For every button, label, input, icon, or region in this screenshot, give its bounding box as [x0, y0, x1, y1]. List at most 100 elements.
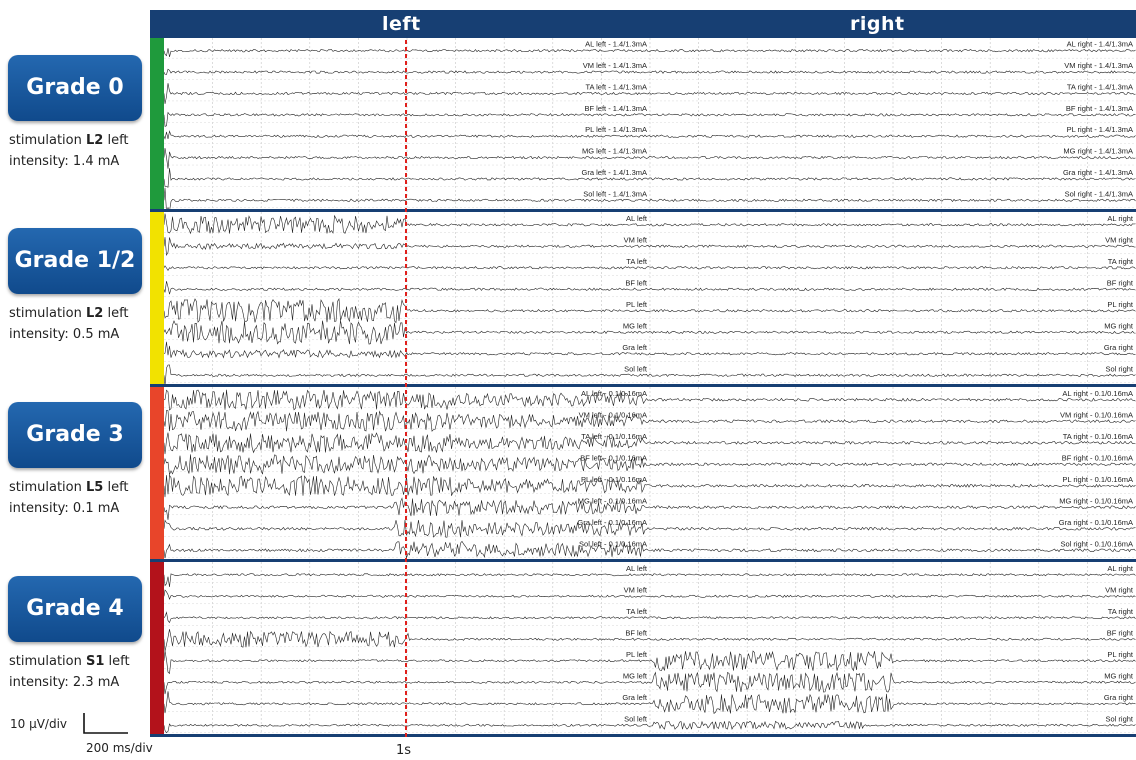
grade-0-stimulation: stimulation L2 left intensity: 1.4 mA: [9, 130, 129, 172]
channel-label-right: Sol right - 1.4/1.3mA: [1065, 189, 1133, 198]
panel-separator: [150, 734, 1136, 737]
emg-trace: [164, 629, 1136, 652]
channel-label-right: BF right: [1107, 278, 1134, 287]
grade-3-colorbar: [150, 387, 164, 559]
emg-trace: [164, 432, 1136, 455]
emg-trace: [164, 720, 1136, 734]
channel-label-left: Gra left - 1.4/1.3mA: [582, 168, 647, 177]
channel-label-right: TA right - 1.4/1.3mA: [1067, 82, 1133, 91]
grade-0-emg-panel: AL left - 1.4/1.3mA AL right - 1.4/1.3mA V…: [164, 38, 1136, 209]
emg-trace: [164, 364, 1136, 384]
emg-trace: [164, 298, 1136, 324]
scale-bar: [83, 713, 128, 734]
channel-label-left: AL left - 1.4/1.3mA: [585, 40, 647, 49]
channel-label-right: VM right: [1105, 585, 1134, 594]
channel-label-right: TA right: [1108, 607, 1134, 616]
emg-trace: [164, 320, 1136, 345]
channel-label-right: Gra right: [1104, 343, 1134, 352]
channel-label-left: Sol left: [624, 364, 648, 373]
channel-label-right: AL right: [1107, 214, 1133, 223]
panel-separator: [150, 559, 1136, 562]
grade-4-colorbar: [150, 562, 164, 734]
channel-label-left: VM left - 0.1/0.16mA: [579, 410, 647, 419]
emg-trace: [164, 474, 1136, 498]
channel-label-right: BF right - 0.1/0.16mA: [1062, 453, 1133, 462]
intensity-label: intensity: 1.4 mA: [9, 154, 120, 169]
emg-trace: [164, 454, 1136, 476]
emg-trace: [164, 68, 1136, 75]
channel-label-left: MG left: [623, 671, 648, 680]
channel-label-right: BF right: [1107, 628, 1134, 637]
channel-label-left: BF left: [625, 278, 648, 287]
channel-label-right: MG right - 1.4/1.3mA: [1063, 147, 1133, 156]
grade-3-stimulation: stimulation L5 left intensity: 0.1 mA: [9, 477, 129, 519]
channel-label-right: VM right - 1.4/1.3mA: [1064, 61, 1133, 70]
channel-label-right: Gra right: [1104, 693, 1134, 702]
channel-label-right: PL right - 1.4/1.3mA: [1067, 125, 1133, 134]
emg-trace: [164, 410, 1136, 432]
side-header: left right: [150, 10, 1136, 38]
emg-trace: [164, 589, 1136, 600]
stimulation-side: left: [103, 480, 129, 495]
channel-label-right: AL right - 0.1/0.16mA: [1062, 389, 1133, 398]
time-scale-label: 200 ms/div: [86, 741, 153, 755]
grade-0-button: Grade 0: [8, 55, 142, 121]
emg-trace: [164, 237, 1136, 256]
channel-label-left: PL left: [626, 650, 648, 659]
stimulation-label: stimulation: [9, 480, 86, 495]
stimulation-side: left: [103, 133, 129, 148]
channel-label-left: TA left: [626, 257, 648, 266]
voltage-scale-label: 10 µV/div: [10, 717, 68, 731]
channel-label-left: BF left - 0.1/0.16mA: [580, 453, 647, 462]
channel-label-right: AL right: [1107, 564, 1133, 573]
channel-label-left: TA left - 1.4/1.3mA: [585, 82, 647, 91]
channel-label-right: PL right - 0.1/0.16mA: [1062, 475, 1133, 484]
emg-trace: [164, 187, 1136, 209]
channel-label-left: Gra left: [622, 693, 648, 702]
panel-separator: [150, 209, 1136, 212]
channel-label-left: Sol left - 0.1/0.16mA: [579, 539, 647, 548]
stimulation-segment: S1: [86, 654, 105, 669]
stimulation-label: stimulation: [9, 306, 86, 321]
channel-label-right: Sol right: [1105, 364, 1133, 373]
intensity-label: intensity: 0.1 mA: [9, 501, 120, 516]
emg-trace: [164, 147, 1136, 169]
channel-label-right: TA right: [1108, 257, 1134, 266]
channel-label-left: AL left - 0.1/0.16mA: [581, 389, 647, 398]
grade-3-emg-panel: AL left - 0.1/0.16mA AL right - 0.1/0.16m…: [164, 387, 1136, 559]
channel-label-right: MG right: [1104, 671, 1134, 680]
grade-1-2-emg-panel: AL left AL right VM left VM right TA left TA …: [164, 212, 1136, 384]
emg-trace: [164, 519, 1136, 538]
channel-label-right: VM right: [1105, 235, 1134, 244]
emg-trace: [164, 611, 1136, 624]
stimulation-side: left: [103, 306, 129, 321]
emg-trace: [164, 573, 1136, 588]
channel-label-left: MG left - 0.1/0.16mA: [578, 496, 647, 505]
channel-label-right: TA right - 0.1/0.16mA: [1063, 432, 1133, 441]
channel-label-right: BF right - 1.4/1.3mA: [1066, 104, 1133, 113]
channel-label-left: BF left - 1.4/1.3mA: [584, 104, 647, 113]
panel-separator: [150, 384, 1136, 387]
channel-label-right: Sol right: [1105, 714, 1133, 723]
emg-trace: [164, 671, 1136, 695]
channel-label-left: Sol left - 1.4/1.3mA: [583, 189, 647, 198]
channel-label-left: Sol left: [624, 714, 648, 723]
emg-trace: [164, 265, 1136, 271]
grade-1-2-colorbar: [150, 212, 164, 384]
channel-label-right: Gra right - 0.1/0.16mA: [1059, 518, 1133, 527]
emg-trace: [164, 168, 1136, 188]
grade-3-button: Grade 3: [8, 402, 142, 468]
channel-label-left: VM left: [624, 235, 648, 244]
stimulation-side: left: [104, 654, 130, 669]
channel-label-left: TA left: [626, 607, 648, 616]
channel-label-right: PL right: [1107, 650, 1133, 659]
grade-4-stimulation: stimulation S1 left intensity: 2.3 mA: [9, 651, 130, 693]
header-right-label: right: [850, 13, 905, 35]
channel-label-left: PL left - 1.4/1.3mA: [585, 125, 647, 134]
emg-trace: [164, 497, 1136, 520]
channel-label-right: VM right - 0.1/0.16mA: [1060, 410, 1133, 419]
one-second-marker-label: 1s: [396, 743, 412, 758]
emg-trace: [164, 213, 1136, 235]
emg-trace: [164, 389, 1136, 411]
channel-label-right: Sol right - 0.1/0.16mA: [1060, 539, 1133, 548]
